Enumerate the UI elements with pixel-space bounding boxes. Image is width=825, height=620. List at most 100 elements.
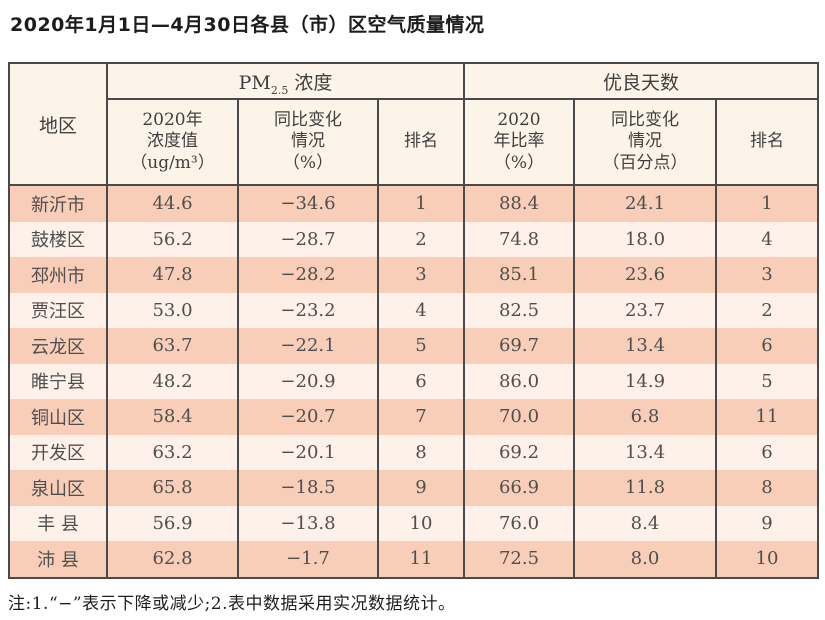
cell-pm-value: 53.0 (106, 292, 239, 328)
cell-ratio-rank: 2 (714, 292, 820, 328)
pm25-label-subscript: 2.5 (270, 83, 289, 97)
header-line: （%） (493, 152, 545, 173)
cell-pm-value: 62.8 (106, 541, 239, 578)
cell-pm-rank: 1 (377, 185, 465, 222)
cell-region: 泉山区 (8, 470, 108, 506)
cell-ratio: 70.0 (463, 399, 575, 435)
cell-region: 鼓楼区 (8, 221, 108, 257)
cell-pm-change: −28.7 (237, 221, 379, 257)
cell-pm-change: −34.6 (237, 185, 379, 222)
cell-pm-rank: 7 (377, 399, 465, 435)
header-sub-row: 2020年 浓度值 （ug/m³） 同比变化 情况 （%） 排名 2020 年比… (9, 98, 820, 186)
column-header-ratio-rank: 排名 (714, 98, 820, 186)
table-row: 丰 县 56.9 −13.8 10 76.0 8.4 9 (8, 505, 820, 541)
header-line: 同比变化 (274, 110, 342, 131)
footnote: 注:1.“−”表示下降或减少;2.表中数据采用实况数据统计。 (8, 594, 456, 614)
column-header-region: 地区 (8, 62, 108, 186)
table-row: 沛 县 62.8 −1.7 11 72.5 8.0 10 (8, 541, 820, 578)
cell-ratio-rank: 1 (714, 185, 820, 222)
header-line: （ug/m³） (130, 152, 215, 173)
column-header-pm-value: 2020年 浓度值 （ug/m³） (106, 98, 239, 186)
table-row: 泉山区 65.8 −18.5 9 66.9 11.8 8 (8, 470, 820, 506)
cell-pm-value: 47.8 (106, 257, 239, 293)
cell-region: 开发区 (8, 434, 108, 470)
table-body: 新沂市 44.6 −34.6 1 88.4 24.1 1 鼓楼区 56.2 −2… (8, 185, 820, 578)
cell-ratio-change: 13.4 (573, 434, 717, 470)
cell-ratio-rank: 4 (714, 221, 820, 257)
cell-pm-rank: 6 (377, 363, 465, 399)
cell-ratio-change: 14.9 (573, 363, 717, 399)
cell-pm-value: 65.8 (106, 470, 239, 506)
cell-pm-rank: 9 (377, 470, 465, 506)
cell-region: 铜山区 (8, 399, 108, 435)
cell-pm-change: −28.2 (237, 257, 379, 293)
table-header: 地区 PM2.5 浓度 优良天数 2020年 浓度值 （ug/m³） 同比变化 … (8, 62, 820, 186)
cell-pm-rank: 5 (377, 328, 465, 364)
cell-ratio-rank: 6 (714, 434, 820, 470)
column-group-good-days: 优良天数 (462, 62, 820, 100)
cell-pm-value: 63.7 (106, 328, 239, 364)
cell-ratio-rank: 11 (714, 399, 820, 435)
cell-pm-change: −22.1 (237, 328, 379, 364)
cell-pm-value: 56.2 (106, 221, 239, 257)
header-group-row: 地区 PM2.5 浓度 优良天数 (8, 62, 820, 186)
header-line: 情况 (291, 131, 325, 152)
table-row: 新沂市 44.6 −34.6 1 88.4 24.1 1 (8, 185, 820, 222)
header-line: 2020年 (142, 110, 203, 131)
cell-ratio: 74.8 (463, 221, 575, 257)
pm25-label-prefix: PM (238, 71, 271, 94)
cell-pm-rank: 10 (377, 505, 465, 541)
cell-pm-change: −1.7 (237, 541, 379, 578)
header-line: 情况 (628, 131, 662, 152)
cell-pm-value: 48.2 (106, 363, 239, 399)
cell-pm-value: 56.9 (106, 505, 239, 541)
cell-ratio-rank: 10 (714, 541, 820, 578)
table-row: 铜山区 58.4 −20.7 7 70.0 6.8 11 (8, 399, 820, 435)
cell-region: 新沂市 (8, 185, 108, 222)
cell-ratio: 69.7 (463, 328, 575, 364)
cell-ratio-rank: 3 (714, 257, 820, 293)
cell-ratio: 66.9 (463, 470, 575, 506)
page-title: 2020年1月1日—4月30日各县（市）区空气质量情况 (10, 14, 485, 36)
header-line: （%） (282, 152, 334, 173)
column-group-pm25: PM2.5 浓度 (106, 62, 465, 100)
cell-region: 贾汪区 (8, 292, 108, 328)
cell-pm-change: −23.2 (237, 292, 379, 328)
cell-ratio-change: 8.0 (573, 541, 717, 578)
table-row: 睢宁县 48.2 −20.9 6 86.0 14.9 5 (8, 363, 820, 399)
air-quality-table: 地区 PM2.5 浓度 优良天数 2020年 浓度值 （ug/m³） 同比变化 … (8, 62, 820, 579)
cell-ratio-change: 13.4 (573, 328, 717, 364)
header-line: 浓度值 (147, 131, 198, 152)
column-header-pm-rank: 排名 (377, 98, 465, 186)
cell-ratio-change: 18.0 (573, 221, 717, 257)
cell-pm-change: −13.8 (237, 505, 379, 541)
cell-pm-rank: 4 (377, 292, 465, 328)
cell-ratio-change: 8.4 (573, 505, 717, 541)
cell-region: 邳州市 (8, 257, 108, 293)
cell-ratio-rank: 6 (714, 328, 820, 364)
column-header-ratio: 2020 年比率 （%） (463, 98, 575, 186)
pm25-label-suffix: 浓度 (294, 71, 333, 94)
cell-ratio-rank: 9 (714, 505, 820, 541)
cell-ratio: 72.5 (463, 541, 575, 578)
cell-pm-change: −20.1 (237, 434, 379, 470)
table-row: 邳州市 47.8 −28.2 3 85.1 23.6 3 (8, 257, 820, 293)
cell-ratio: 88.4 (463, 185, 575, 222)
cell-ratio-change: 23.7 (573, 292, 717, 328)
column-header-pm-change: 同比变化 情况 （%） (237, 98, 379, 186)
header-line: 年比率 (493, 131, 545, 152)
cell-region: 沛 县 (8, 541, 108, 578)
cell-ratio: 82.5 (463, 292, 575, 328)
cell-ratio-change: 11.8 (573, 470, 717, 506)
cell-ratio-rank: 5 (714, 363, 820, 399)
header-line: （百分点） (602, 152, 688, 173)
column-header-ratio-change: 同比变化 情况 （百分点） (573, 98, 717, 186)
cell-ratio-rank: 8 (714, 470, 820, 506)
header-line: 同比变化 (611, 110, 679, 131)
cell-region: 云龙区 (8, 328, 108, 364)
cell-pm-change: −20.7 (237, 399, 379, 435)
cell-ratio: 86.0 (463, 363, 575, 399)
table-row: 鼓楼区 56.2 −28.7 2 74.8 18.0 4 (8, 221, 820, 257)
table-row: 开发区 63.2 −20.1 8 69.2 13.4 6 (8, 434, 820, 470)
cell-ratio-change: 23.6 (573, 257, 717, 293)
